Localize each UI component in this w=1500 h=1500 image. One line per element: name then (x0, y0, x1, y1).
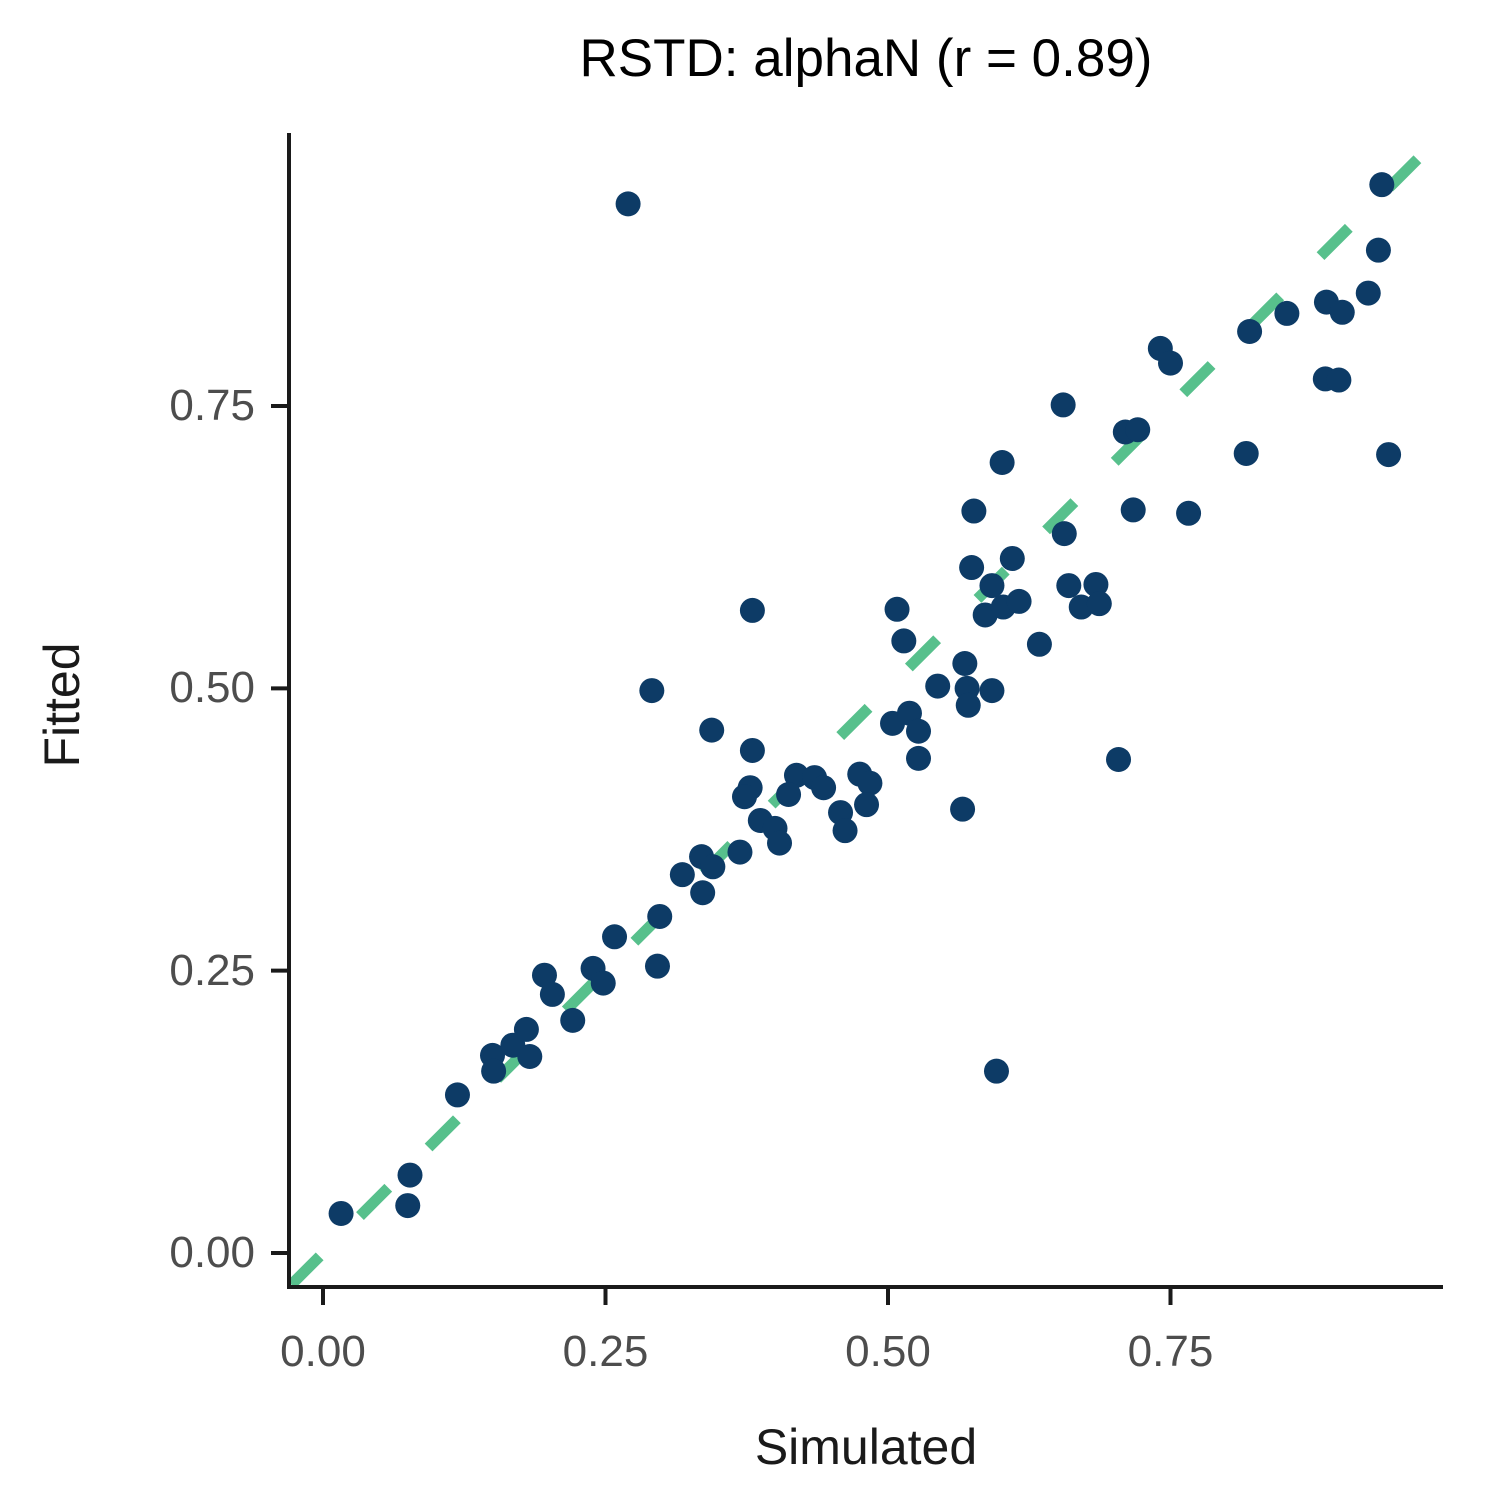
data-point (979, 678, 1005, 704)
data-point (560, 1007, 586, 1033)
data-point (1050, 392, 1076, 418)
data-point (397, 1162, 423, 1188)
data-point (1326, 367, 1352, 393)
data-point (1369, 172, 1395, 198)
data-point (1176, 500, 1202, 526)
data-point (811, 775, 837, 801)
y-tick-label: 0.25 (169, 945, 255, 995)
data-point (959, 555, 985, 581)
y-axis-title: Fitted (34, 642, 90, 768)
data-point (1056, 573, 1082, 599)
data-point (983, 1058, 1009, 1084)
data-point (539, 981, 565, 1007)
x-tick-label: 0.25 (562, 1327, 649, 1376)
data-point (955, 692, 981, 718)
data-point (1086, 591, 1112, 617)
data-point (961, 498, 987, 524)
y-tick-label: 0.50 (169, 663, 255, 713)
data-point (1233, 440, 1259, 466)
data-point (444, 1082, 470, 1108)
data-point (776, 782, 802, 808)
data-point (699, 717, 725, 743)
data-point (891, 628, 917, 654)
data-point (481, 1058, 507, 1084)
data-point (1120, 497, 1146, 523)
data-point (854, 792, 880, 818)
identity-line (287, 144, 1433, 1289)
data-point (1026, 631, 1052, 657)
x-tick-label: 0.50 (845, 1327, 931, 1376)
data-point (950, 796, 976, 822)
data-point (647, 903, 673, 929)
data-point (979, 573, 1005, 599)
data-point (1274, 300, 1300, 326)
data-point (513, 1016, 539, 1042)
data-point (1376, 442, 1402, 468)
data-point (767, 830, 793, 856)
data-point (615, 191, 641, 217)
data-point (1365, 237, 1391, 263)
data-point (1006, 588, 1032, 614)
data-point (639, 678, 665, 704)
data-point (906, 745, 932, 771)
data-point (531, 962, 557, 988)
data-point (1106, 746, 1132, 772)
data-point (739, 737, 765, 763)
data-point (602, 924, 628, 950)
data-point (1158, 350, 1183, 376)
data-point (952, 651, 978, 677)
data-point (925, 673, 951, 699)
data-point (700, 854, 726, 880)
chart-title: RSTD: alphaN (r = 0.89) (579, 29, 1153, 88)
data-point (884, 596, 910, 622)
data-point (999, 545, 1025, 571)
data-point (690, 880, 716, 906)
data-point (832, 818, 858, 844)
x-tick-label: 0.00 (280, 1327, 366, 1376)
x-axis-title: Simulated (754, 1419, 978, 1475)
data-point (644, 953, 670, 979)
data-point (1355, 280, 1381, 306)
data-point (857, 770, 883, 796)
y-tick-label: 0.00 (169, 1228, 255, 1277)
data-point (1125, 417, 1151, 443)
data-point (739, 597, 765, 623)
x-tick-label: 0.75 (1127, 1327, 1214, 1376)
data-point (906, 718, 932, 744)
data-point (590, 970, 616, 996)
data-point (727, 839, 753, 865)
data-point (1329, 299, 1355, 325)
data-point (989, 449, 1015, 475)
data-point (1237, 318, 1263, 344)
data-point (731, 784, 757, 810)
data-point (517, 1044, 543, 1070)
data-point (395, 1193, 421, 1219)
data-point (1051, 521, 1077, 547)
data-point (1083, 571, 1109, 597)
data-point (328, 1200, 354, 1226)
data-point (669, 862, 695, 888)
y-tick-label: 0.75 (169, 381, 255, 431)
